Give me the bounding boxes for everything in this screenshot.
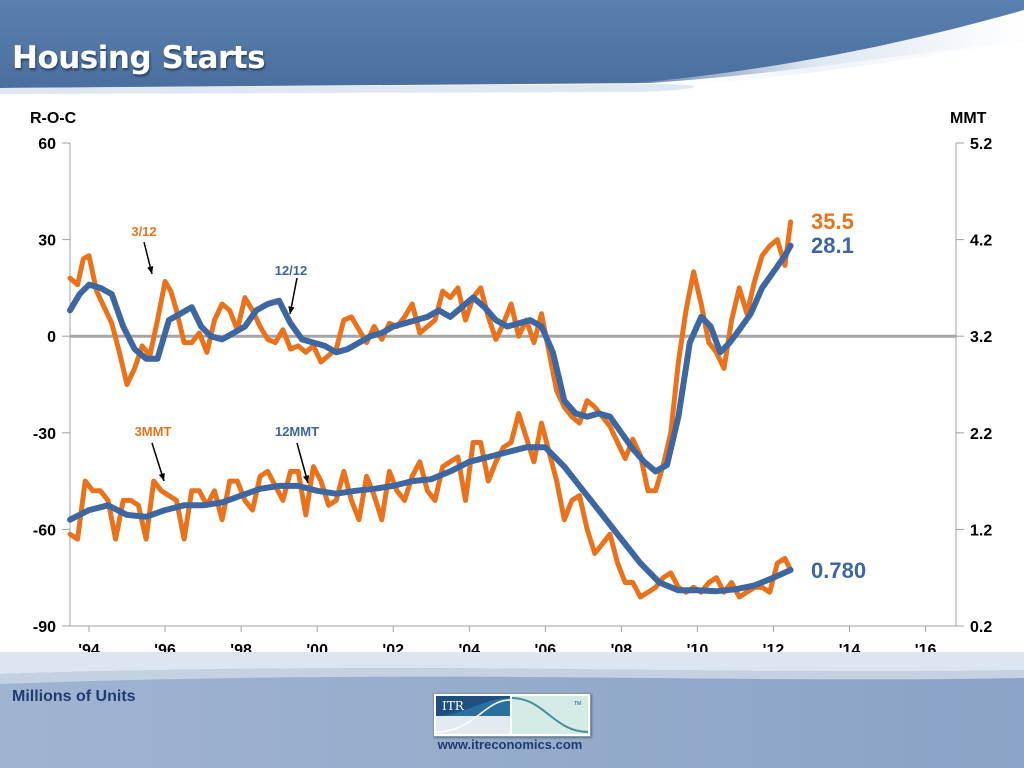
x-tick-label: '02 [382,642,404,655]
x-tick-label: '14 [839,642,861,655]
x-tick-label: '08 [611,642,633,655]
annotation-label: 3MMT [135,424,172,439]
itr-logo: ITR TM [433,693,591,737]
website-url: www.itreconomics.com [437,737,583,752]
left-tick-label: 30 [38,233,56,250]
callout-mmt-level: 0.780 [811,558,866,583]
annotation-label: 3/12 [131,224,156,239]
right-axis-title: MMT [950,110,987,127]
right-tick-label: 1.2 [970,522,992,539]
series-line-3mmt [67,411,794,600]
series-line-12-12 [67,242,794,475]
itr-logo-mark: ITR TM [435,696,589,734]
right-tick-label: 3.2 [970,329,992,346]
logo-text: ITR [442,699,465,713]
x-tick-label: '94 [78,642,100,655]
x-tick-label: '00 [306,642,328,655]
x-tick-label: '10 [687,642,709,655]
annotation-label: 12MMT [275,424,319,439]
left-tick-label: -90 [33,619,56,636]
right-tick-label: 2.2 [970,426,992,443]
x-tick-label: '16 [915,642,937,655]
x-tick-label: '06 [535,642,557,655]
annotation-label: 12/12 [275,263,308,278]
left-tick-label: 60 [38,136,56,153]
slide-number: 42 [1001,69,1014,81]
x-tick-label: '96 [154,642,176,655]
trademark-mark: TM [574,701,581,707]
left-axis-title: R-O-C [30,110,77,127]
right-tick-label: 4.2 [970,233,992,250]
left-tick-label: -30 [33,426,56,443]
x-tick-label: '04 [458,642,480,655]
right-tick-label: 0.2 [970,619,992,636]
units-footnote: Millions of Units [12,688,136,705]
annotation-arrowhead [147,266,154,274]
annotation-arrowhead [303,475,310,483]
x-tick-label: '98 [230,642,252,655]
slide-footer: Millions of Units ITR TM www.itreconomic… [0,652,1024,768]
slide-header: Housing Starts 42 [0,0,1024,95]
slide-title: Housing Starts [12,40,266,76]
callout-roc-3-12: 35.5 [811,209,854,234]
x-tick-label: '12 [763,642,785,655]
annotation-arrowhead [158,473,165,481]
header-banner [0,0,1024,95]
left-tick-label: 0 [47,329,56,346]
housing-starts-chart: 60 30 0 -30 -60 -90 5.2 4.2 3.2 2.2 1.2 0.2 R-O-C MMT… [30,110,992,655]
right-tick-label: 5.2 [970,136,992,153]
callout-roc-12-12: 28.1 [811,233,854,258]
annotation-arrowhead [288,306,295,314]
series-line-3-12 [67,219,794,494]
left-tick-label: -60 [33,522,56,539]
series-line-12mmt [67,444,794,595]
